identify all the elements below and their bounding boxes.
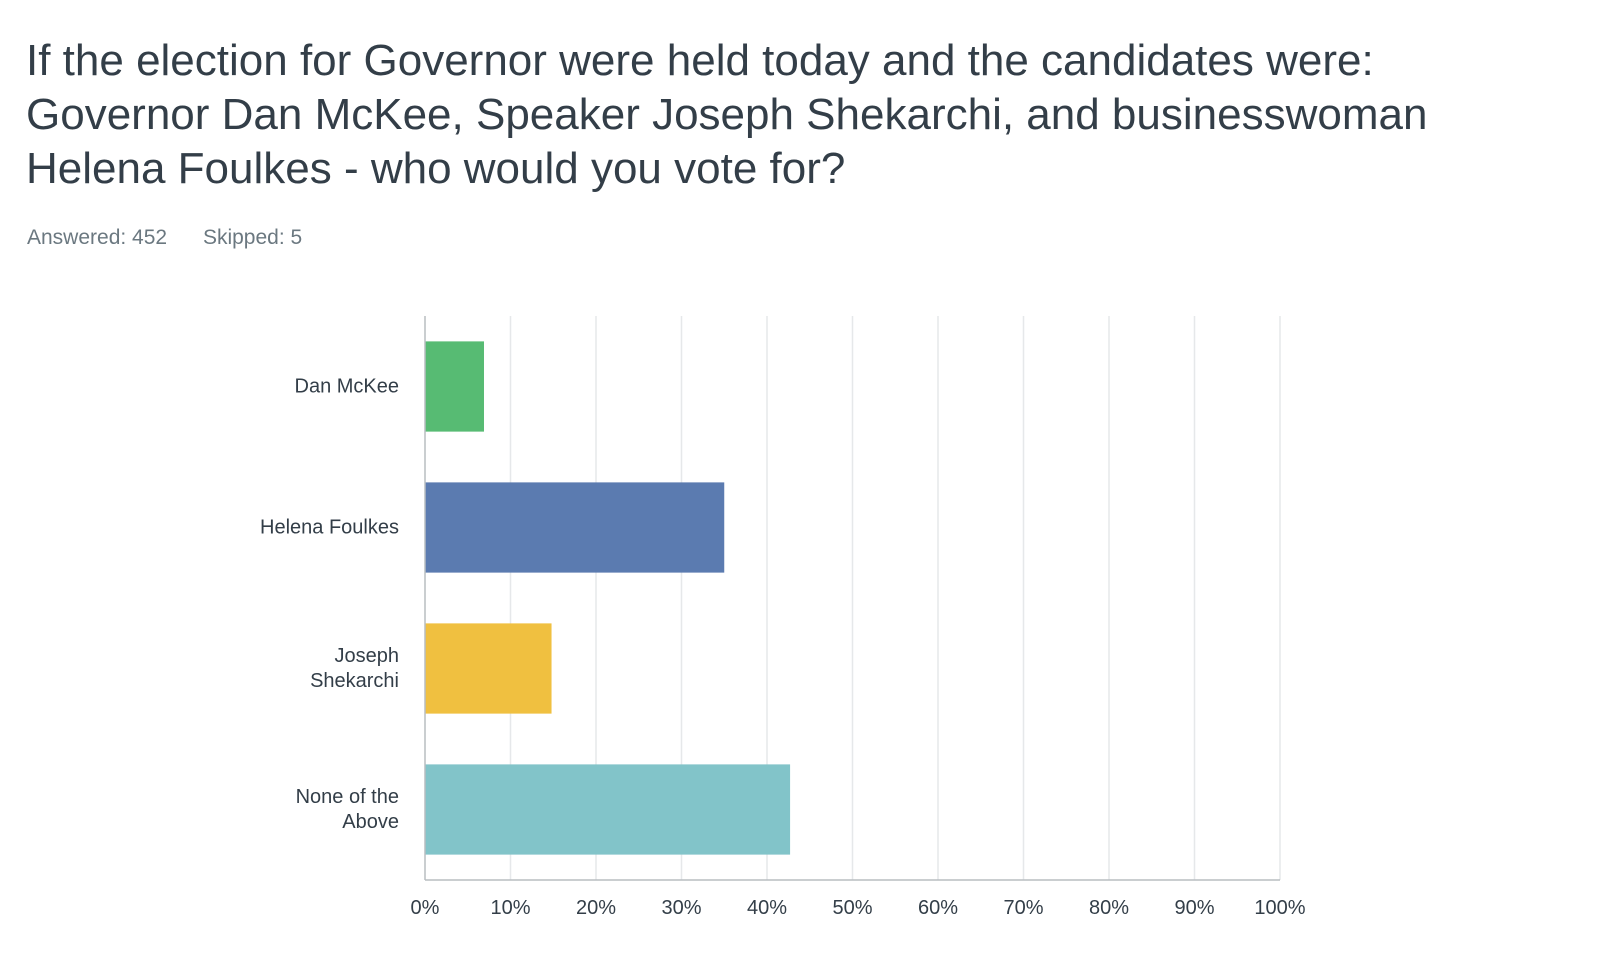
x-tick-label: 90% — [1174, 897, 1214, 919]
question-title: If the election for Governor were held t… — [26, 36, 1428, 193]
x-tick-label: 20% — [576, 897, 616, 919]
bar — [425, 482, 725, 573]
x-tick-label: 0% — [411, 897, 440, 919]
category-label: Joseph — [335, 645, 400, 667]
x-tick-label: 80% — [1089, 897, 1129, 919]
answered-count: Answered: 452 — [27, 226, 168, 249]
x-tick-label: 40% — [747, 897, 787, 919]
bar — [425, 623, 552, 714]
x-tick-label: 70% — [1003, 897, 1043, 919]
x-tick-label: 50% — [832, 897, 872, 919]
x-tick-label: 100% — [1254, 897, 1305, 919]
bar — [425, 341, 484, 432]
response-stats: Answered: 452 Skipped: 5 — [27, 226, 302, 250]
x-tick-label: 30% — [661, 897, 701, 919]
x-tick-label: 60% — [918, 897, 958, 919]
category-label: None of the — [296, 786, 399, 808]
category-label: Shekarchi — [310, 670, 399, 692]
skipped-count: Skipped: 5 — [202, 226, 303, 249]
category-label: Helena Foulkes — [260, 517, 399, 539]
x-tick-label: 10% — [490, 897, 530, 919]
category-label: Above — [342, 811, 399, 833]
category-label: Dan McKee — [295, 376, 400, 398]
bar — [425, 764, 791, 855]
